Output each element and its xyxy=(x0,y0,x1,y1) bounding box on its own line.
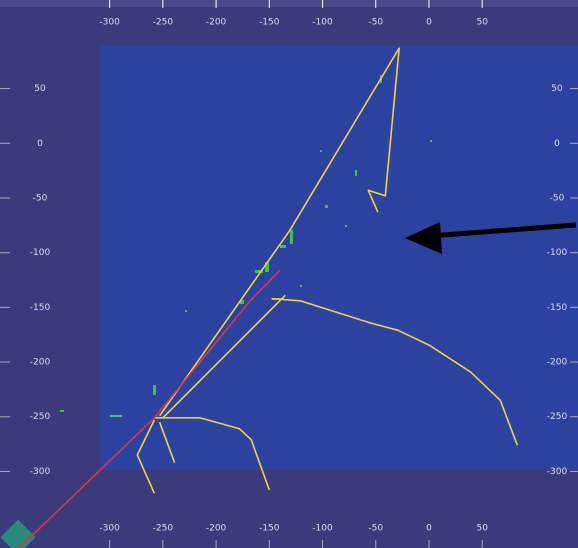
map-area xyxy=(100,45,578,470)
x-tick-label: -250 xyxy=(153,18,174,28)
y-tick-label: -150 xyxy=(547,303,568,313)
x-tick-label: -100 xyxy=(312,18,333,28)
y-tick-label: 0 xyxy=(554,139,560,149)
x-tick-label: -300 xyxy=(99,524,120,534)
y-tick-label: -250 xyxy=(547,412,568,422)
map-view: -300 -300 -250 -250 -200 -200 -150 -150 -100 -100… xyxy=(0,0,578,548)
x-tick-label: -200 xyxy=(206,524,227,534)
x-tick-label: 50 xyxy=(476,18,488,28)
x-tick-label: -100 xyxy=(312,524,333,534)
x-tick-label: -250 xyxy=(153,524,174,534)
y-tick-label: -200 xyxy=(30,358,51,368)
y-tick-label: -100 xyxy=(547,248,568,258)
y-tick-label: -250 xyxy=(30,412,51,422)
top-ruler xyxy=(0,0,578,7)
y-tick-label: -300 xyxy=(547,467,568,477)
y-tick-label: -100 xyxy=(30,248,51,258)
y-tick-label: -50 xyxy=(550,193,565,203)
x-tick-label: -150 xyxy=(259,18,280,28)
y-tick-label: -200 xyxy=(547,358,568,368)
x-tick-label: -50 xyxy=(368,524,383,534)
x-tick-label: -300 xyxy=(99,18,120,28)
y-tick-label: -150 xyxy=(30,303,51,313)
y-tick-label: -50 xyxy=(33,193,48,203)
x-tick-label: -200 xyxy=(206,18,227,28)
x-tick-label: 0 xyxy=(426,18,432,28)
x-tick-label: -50 xyxy=(368,18,383,28)
y-tick-label: -300 xyxy=(30,467,51,477)
x-tick-label: 50 xyxy=(476,524,488,534)
y-tick-label: 50 xyxy=(34,84,46,94)
x-tick-label: -150 xyxy=(259,524,280,534)
y-tick-label: 0 xyxy=(37,139,43,149)
y-tick-label: 50 xyxy=(551,84,563,94)
x-tick-label: 0 xyxy=(426,524,432,534)
